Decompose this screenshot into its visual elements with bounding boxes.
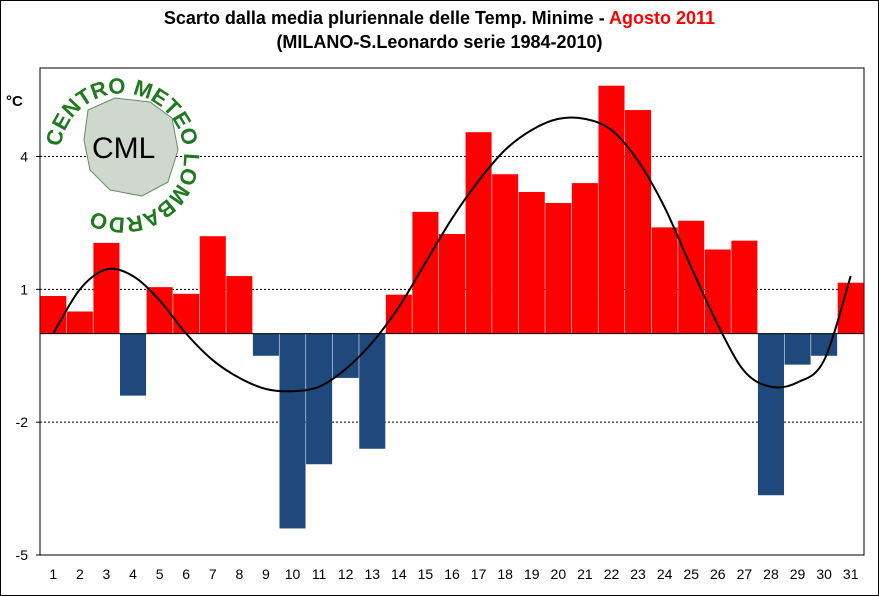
bar-day-24 — [651, 227, 678, 334]
bar-day-30 — [811, 333, 838, 356]
x-tick-label: 11 — [312, 566, 327, 582]
y-axis-ticks: 4 1 -2 -5 — [16, 149, 40, 563]
x-axis-ticks: 1 2 3 4 5 6 7 8 9 10 11 12 13 14 15 16 17 18 19 20 21 22 23 24 2… — [49, 566, 858, 582]
bar-day-22 — [598, 85, 625, 334]
bar-day-10 — [279, 333, 306, 529]
x-tick-label: 27 — [737, 566, 753, 582]
x-tick-label: 10 — [285, 566, 301, 582]
bar-day-17 — [465, 132, 492, 334]
y-tick-label: 4 — [20, 149, 28, 165]
bar-day-23 — [625, 110, 652, 334]
bar-day-7 — [199, 236, 226, 334]
y-axis-unit: °C — [6, 93, 23, 110]
x-tick-label: 1 — [49, 566, 57, 582]
x-tick-label: 19 — [524, 566, 540, 582]
x-tick-label: 21 — [577, 566, 593, 582]
bar-day-29 — [784, 333, 811, 365]
bar-day-13 — [359, 333, 386, 449]
x-tick-label: 29 — [790, 566, 806, 582]
x-tick-label: 14 — [391, 566, 407, 582]
bar-day-27 — [731, 240, 758, 334]
x-tick-label: 15 — [418, 566, 434, 582]
bar-day-6 — [173, 293, 200, 334]
x-tick-label: 22 — [604, 566, 620, 582]
bar-day-11 — [306, 333, 333, 465]
x-tick-label: 30 — [816, 566, 832, 582]
bar-day-20 — [545, 203, 572, 334]
lombardy-map-icon — [83, 97, 179, 197]
x-tick-label: 12 — [338, 566, 354, 582]
bars — [40, 85, 864, 529]
bar-day-9 — [252, 333, 279, 356]
x-tick-label: 7 — [209, 566, 217, 582]
bar-day-12 — [332, 333, 359, 378]
bar-day-1 — [40, 296, 67, 334]
x-tick-label: 23 — [630, 566, 646, 582]
x-tick-label: 13 — [364, 566, 380, 582]
chart-title: Scarto dalla media pluriennale delle Tem… — [0, 6, 879, 54]
bar-day-8 — [226, 276, 253, 334]
bar-day-21 — [571, 183, 598, 334]
bar-day-2 — [66, 311, 93, 334]
x-tick-label: 8 — [235, 566, 243, 582]
bar-day-3 — [93, 242, 120, 334]
x-tick-label: 31 — [843, 566, 859, 582]
x-tick-label: 3 — [103, 566, 111, 582]
title-accent: Agosto 2011 — [609, 8, 716, 28]
bar-day-18 — [492, 174, 519, 334]
bar-day-16 — [438, 234, 466, 334]
x-tick-label: 5 — [156, 566, 164, 582]
x-tick-label: 17 — [471, 566, 487, 582]
y-tick-label: -2 — [16, 414, 29, 430]
trend-curve — [52, 116, 852, 393]
y-tick-label: -5 — [16, 547, 29, 563]
x-tick-label: 28 — [763, 566, 779, 582]
bar-day-14 — [385, 294, 412, 334]
x-tick-label: 25 — [683, 566, 699, 582]
title-prefix: Scarto dalla media pluriennale delle Tem… — [163, 8, 610, 28]
x-tick-label: 16 — [444, 566, 460, 582]
bar-day-4 — [120, 333, 147, 396]
bar-day-15 — [412, 211, 439, 334]
logo-center-text: CML — [92, 132, 155, 165]
y-tick-label: 1 — [20, 281, 28, 297]
bar-day-26 — [704, 249, 731, 334]
bar-day-19 — [518, 191, 545, 334]
x-tick-label: 24 — [657, 566, 673, 582]
x-tick-label: 20 — [551, 566, 567, 582]
x-tick-label: 26 — [710, 566, 726, 582]
x-tick-label: 18 — [497, 566, 513, 582]
bar-day-28 — [757, 333, 784, 496]
x-tick-label: 2 — [76, 566, 84, 582]
x-tick-label: 9 — [262, 566, 270, 582]
x-tick-label: 6 — [182, 566, 190, 582]
x-tick-label: 4 — [129, 566, 137, 582]
bar-day-25 — [678, 220, 705, 334]
title-line-2: (MILANO-S.Leonardo serie 1984-2010) — [276, 32, 603, 52]
title-line-1: Scarto dalla media pluriennale delle Tem… — [0, 6, 879, 30]
